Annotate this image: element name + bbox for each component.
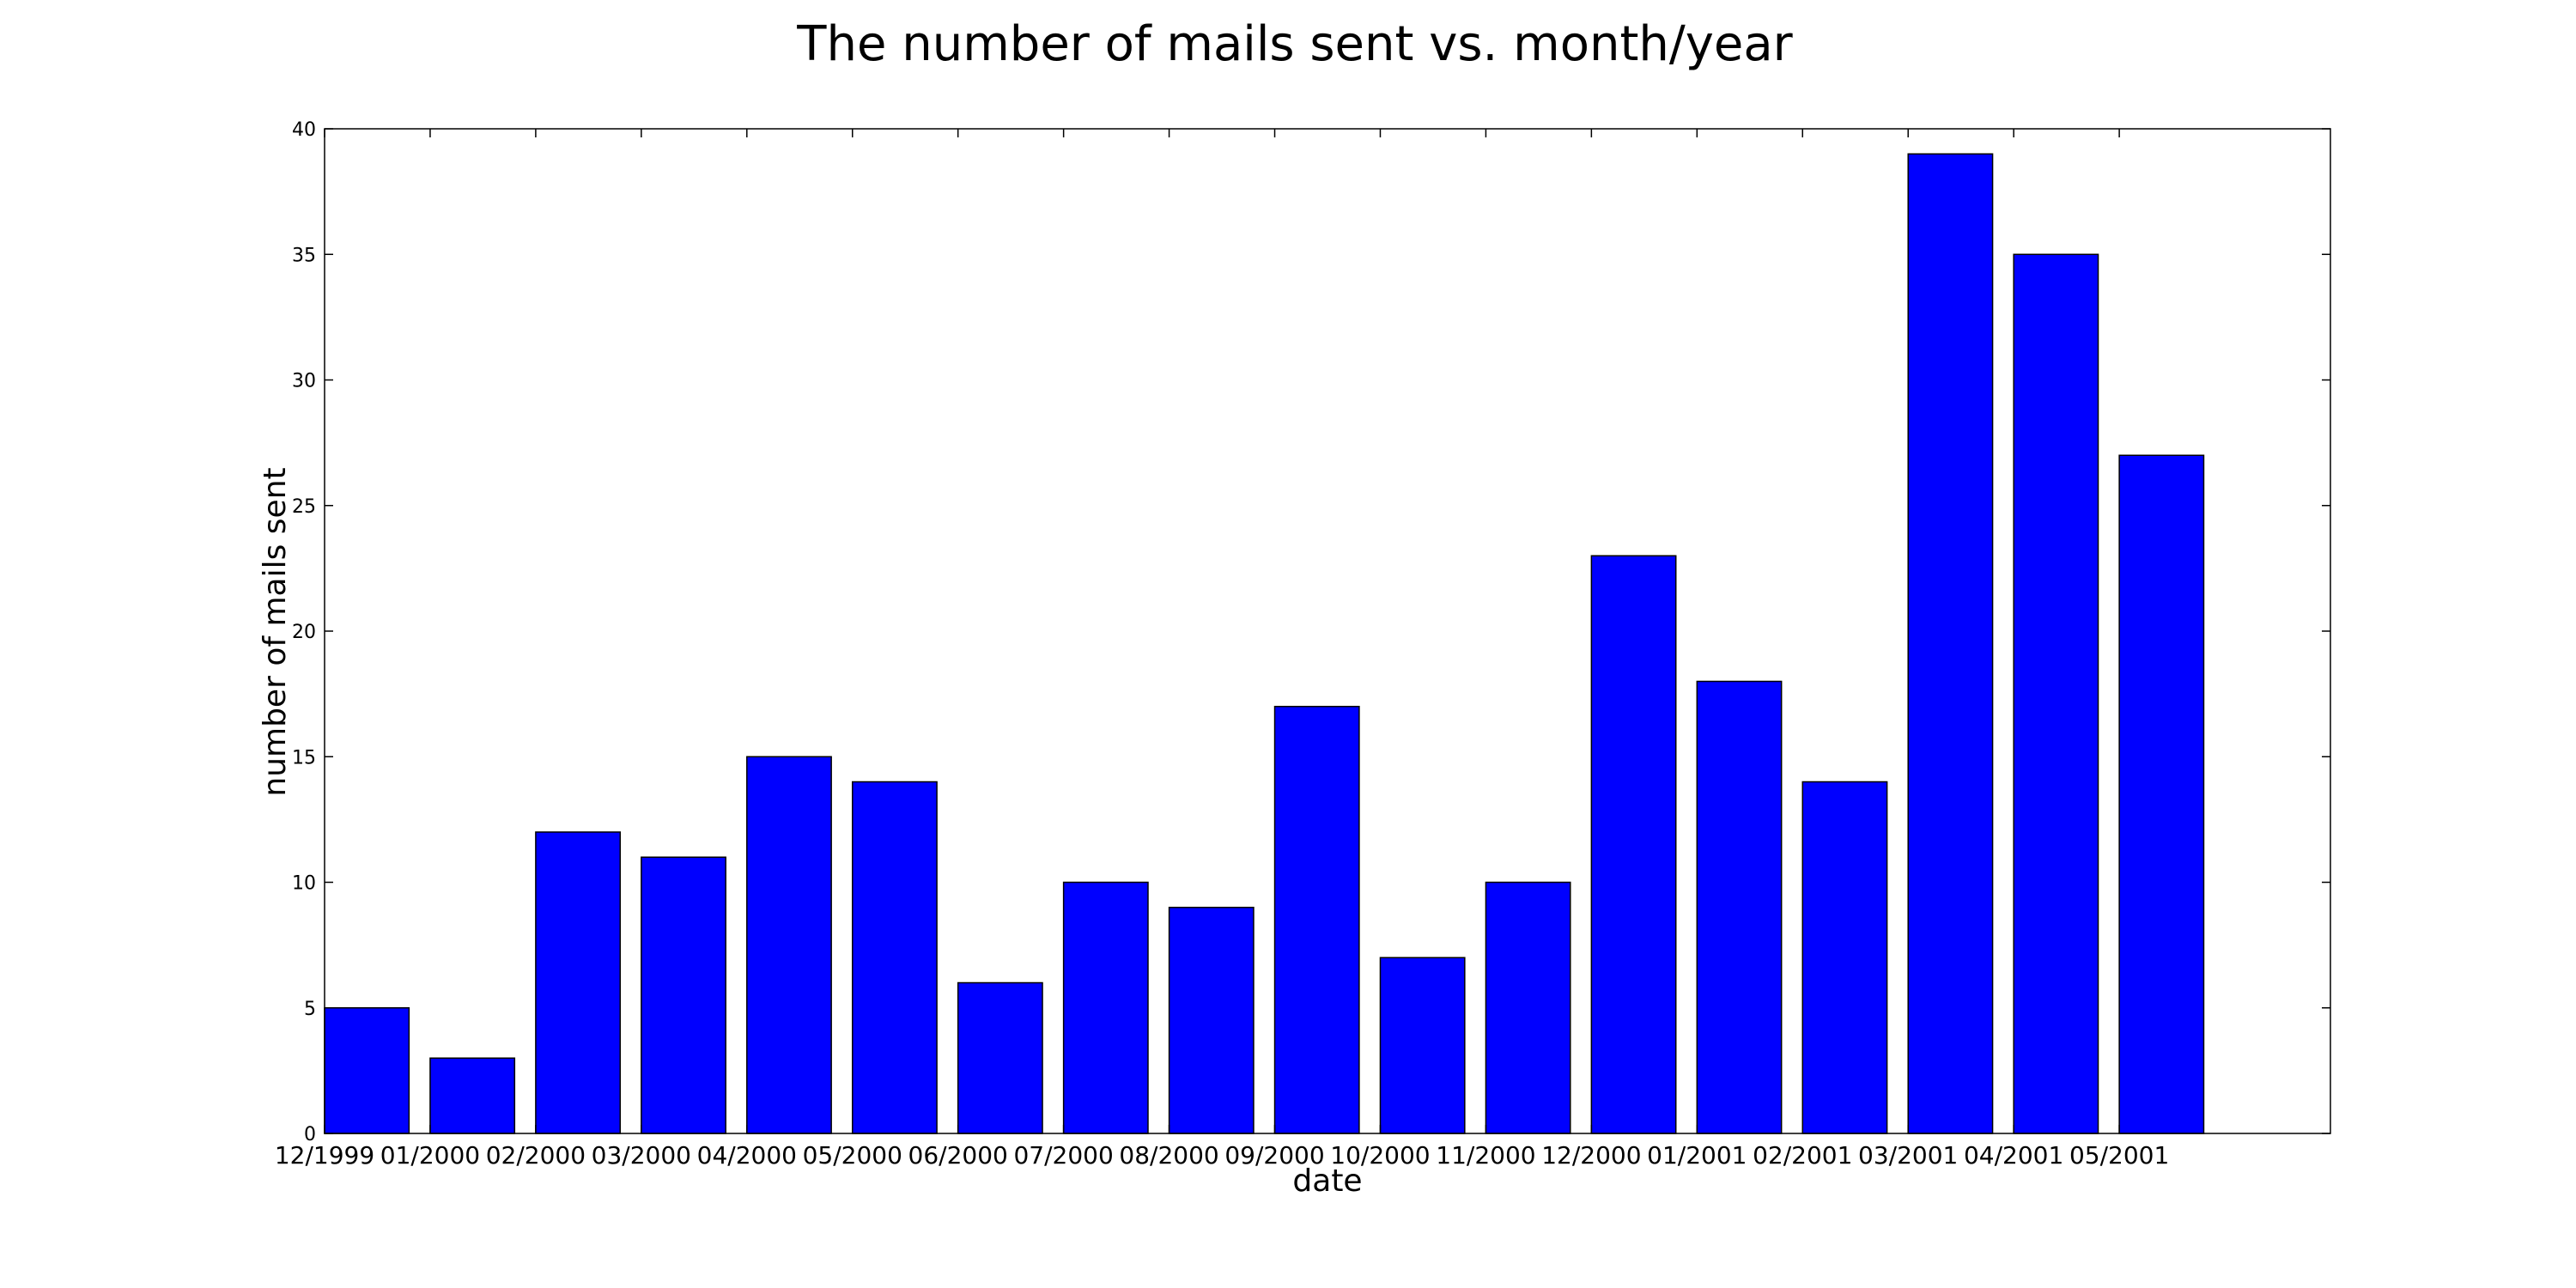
x-tick-label: 05/2000 xyxy=(803,1141,902,1170)
x-axis-label: date xyxy=(1292,1163,1362,1199)
bar-04-2001 xyxy=(2013,253,2099,1134)
bar-12-2000 xyxy=(1590,555,1677,1134)
y-tick-label: 40 xyxy=(292,119,316,141)
bar-01-2001 xyxy=(1696,680,1783,1134)
bar-06-2000 xyxy=(957,981,1043,1134)
x-tick-label: 11/2000 xyxy=(1436,1141,1535,1170)
bar-08-2000 xyxy=(1168,907,1255,1134)
bar-12-1999 xyxy=(324,1007,410,1134)
x-tick-label: 03/2001 xyxy=(1858,1141,1958,1170)
y-tick-label: 25 xyxy=(292,496,316,518)
bar-05-2001 xyxy=(2118,454,2205,1134)
x-tick-label: 01/2000 xyxy=(380,1141,480,1170)
x-tick-label: 02/2001 xyxy=(1753,1141,1852,1170)
x-tick-label: 04/2001 xyxy=(1964,1141,2063,1170)
x-tick-label: 07/2000 xyxy=(1013,1141,1113,1170)
x-tick-label: 03/2000 xyxy=(592,1141,691,1170)
x-tick-label: 09/2000 xyxy=(1224,1141,1324,1170)
x-tick-label: 08/2000 xyxy=(1119,1141,1218,1170)
bar-11-2000 xyxy=(1485,881,1571,1134)
y-tick-label: 30 xyxy=(292,371,316,392)
bar-09-2000 xyxy=(1273,706,1360,1134)
bar-07-2000 xyxy=(1062,881,1149,1134)
x-tick-label: 02/2000 xyxy=(486,1141,586,1170)
bar-05-2000 xyxy=(851,781,938,1134)
y-tick-label: 35 xyxy=(292,245,316,266)
bar-03-2000 xyxy=(641,856,726,1134)
bar-02-2000 xyxy=(535,831,622,1134)
x-tick-label: 12/1999 xyxy=(275,1141,374,1170)
y-tick-label: 0 xyxy=(304,1124,316,1145)
x-tick-label: 01/2001 xyxy=(1647,1141,1747,1170)
bar-02-2001 xyxy=(1801,781,1888,1134)
y-axis-label: number of mails sent xyxy=(258,467,293,796)
bar-01-2000 xyxy=(429,1057,516,1134)
x-tick-label: 06/2000 xyxy=(908,1141,1008,1170)
x-tick-label: 05/2001 xyxy=(2069,1141,2169,1170)
x-tick-label: 12/2000 xyxy=(1541,1141,1641,1170)
x-tick-label: 10/2000 xyxy=(1330,1141,1430,1170)
bar-10-2000 xyxy=(1379,957,1466,1134)
y-tick-label: 15 xyxy=(292,747,316,769)
y-tick-label: 10 xyxy=(292,873,316,895)
bar-04-2000 xyxy=(746,756,832,1134)
y-tick-label: 20 xyxy=(292,622,316,643)
y-tick-label: 5 xyxy=(304,999,316,1020)
chart-title: The number of mails sent vs. month/year xyxy=(796,16,1793,72)
bar-03-2001 xyxy=(1907,153,1994,1134)
x-tick-label: 04/2000 xyxy=(697,1141,797,1170)
